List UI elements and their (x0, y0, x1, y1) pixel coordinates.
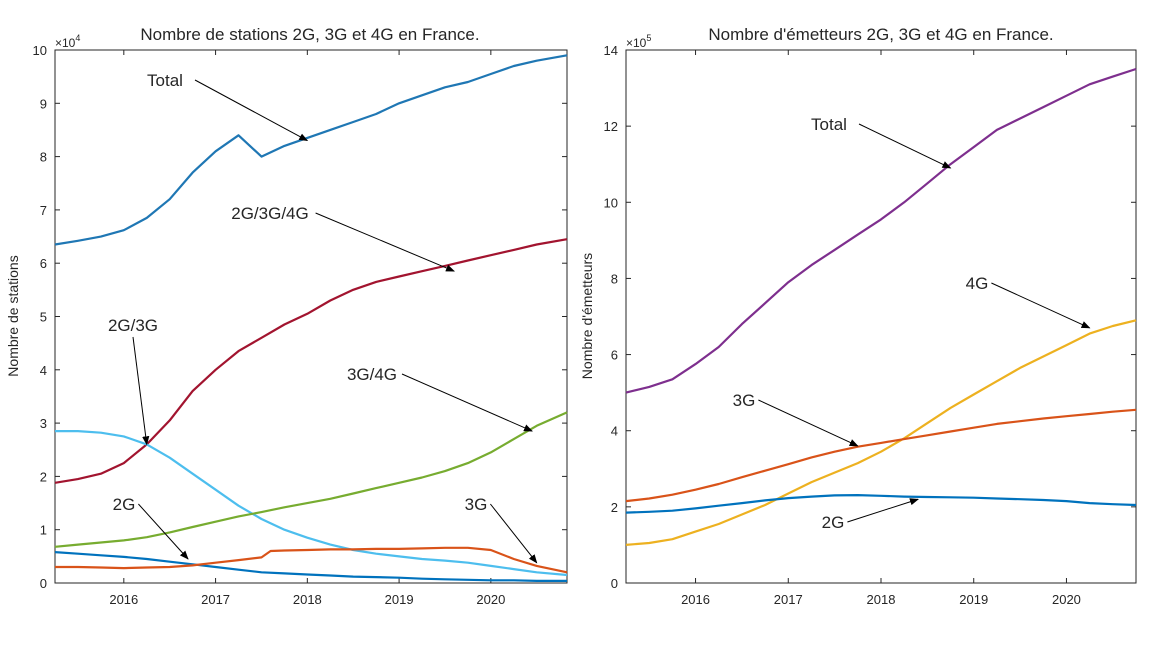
x-tick-label: 2020 (1052, 592, 1081, 607)
y-tick-label: 2 (611, 500, 618, 515)
y-tick-label: 12 (604, 119, 618, 134)
annotations-left: Total 2G/3G/4G 2G/3G 3G/4G 2G 3G (108, 71, 538, 564)
y-tick-label: 1 (40, 523, 47, 538)
annotation-label: 2G/3G/4G (231, 204, 308, 223)
x-tick-label: 2016 (109, 592, 138, 607)
annotation-arrow (847, 498, 919, 523)
y-exponent-label-right: ×105 (626, 33, 651, 50)
y-tick-label: 5 (40, 310, 47, 325)
chart-right: Nombre d'émetteurs 2G, 3G et 4G en Franc… (579, 25, 1137, 607)
x-tick-label: 2020 (476, 592, 505, 607)
annotation-arrow (758, 399, 859, 447)
series-line-3g (55, 546, 568, 574)
x-tick-label: 2016 (681, 592, 710, 607)
plot-area-left (54, 49, 568, 584)
y-tick-label: 3 (40, 416, 47, 431)
y-tick-label: 14 (604, 43, 618, 58)
y-axis-label-right: Nombre d'émetteurs (579, 253, 595, 379)
annotation-arrow (194, 79, 309, 142)
x-tick-label: 2018 (293, 592, 322, 607)
y-tick-label: 8 (40, 150, 47, 165)
x-tick-label: 2018 (867, 592, 896, 607)
x-tick-label: 2019 (385, 592, 414, 607)
y-tick-label: 0 (40, 576, 47, 591)
annotation-label: 2G/3G (108, 316, 158, 335)
series-line-2g-3g (55, 430, 568, 577)
y-tick-label: 7 (40, 203, 47, 218)
axis-ticks-left: 2016 2017 2018 2019 2020 0 1 2 3 4 5 6 7 8 9 10 (33, 43, 567, 607)
series-line-2g-3g-4g (54, 238, 568, 484)
x-tick-label: 2019 (959, 592, 988, 607)
y-tick-label: 0 (611, 576, 618, 591)
axis-ticks-right: 2016 2017 2018 2019 2020 0 2 4 6 8 10 12 14 (604, 43, 1136, 607)
y-tick-label: 4 (611, 424, 618, 439)
series-left (54, 54, 568, 583)
y-tick-label: 2 (40, 469, 47, 484)
annotations-right: Total 4G 3G 2G (733, 115, 1091, 532)
series-right (625, 67, 1137, 546)
annotation-label: 3G (733, 391, 756, 410)
y-tick-label: 8 (611, 271, 618, 286)
annotation-label: 2G (113, 495, 136, 514)
chart-title-right: Nombre d'émetteurs 2G, 3G et 4G en Franc… (708, 25, 1053, 44)
series-line-3g-4g (54, 411, 568, 548)
y-tick-label: 10 (604, 195, 618, 210)
series-line-2g (54, 551, 567, 583)
y-tick-label: 6 (40, 256, 47, 271)
y-tick-label: 4 (40, 363, 47, 378)
annotation-arrow (138, 503, 189, 560)
y-tick-label: 9 (40, 96, 47, 111)
series-line-4g (625, 319, 1137, 546)
annotation-label: 3G/4G (347, 365, 397, 384)
annotation-arrow (315, 212, 455, 272)
y-tick-label: 6 (611, 348, 618, 363)
x-tick-label: 2017 (201, 592, 230, 607)
annotation-label: 3G (465, 495, 488, 514)
chart-title-left: Nombre de stations 2G, 3G et 4G en Franc… (140, 25, 479, 44)
series-line-2g (625, 494, 1137, 514)
chart-left: Nombre de stations 2G, 3G et 4G en Franc… (5, 25, 568, 607)
plot-area-right (625, 49, 1137, 584)
annotation-arrow (132, 336, 150, 446)
annotation-label: Total (811, 115, 847, 134)
annotation-arrow (991, 282, 1091, 329)
annotation-label: 2G (822, 513, 845, 532)
annotation-label: Total (147, 71, 183, 90)
y-tick-label: 10 (33, 43, 47, 58)
series-line-3g (625, 408, 1137, 503)
x-tick-label: 2017 (774, 592, 803, 607)
y-axis-label-left: Nombre de stations (5, 255, 21, 376)
annotation-arrow (858, 123, 952, 169)
annotation-arrow (490, 503, 538, 564)
annotation-label: 4G (966, 274, 989, 293)
y-exponent-label-left: ×104 (55, 33, 80, 50)
series-line-total (625, 67, 1137, 394)
annotation-arrow (401, 373, 533, 432)
